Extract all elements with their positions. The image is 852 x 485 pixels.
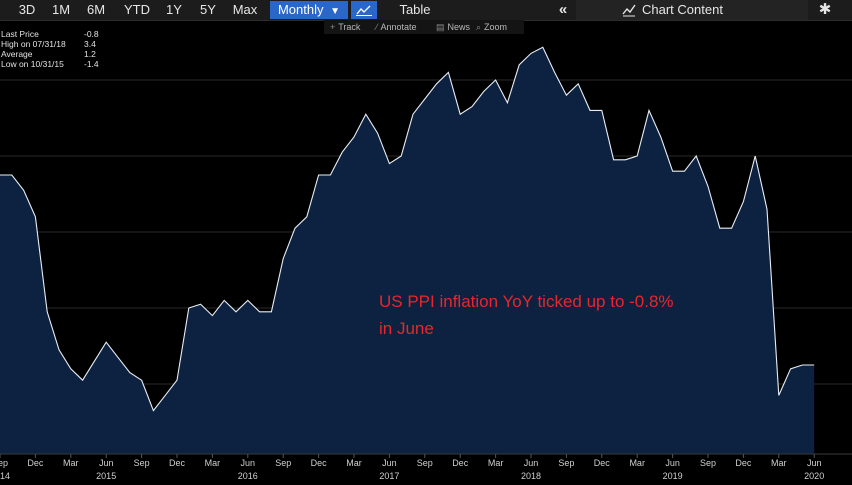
- chart-content-button[interactable]: Chart Content: [576, 0, 808, 20]
- x-tick-label: Jun: [382, 458, 397, 468]
- x-tick-label: Mar: [346, 458, 362, 468]
- x-tick-label: Sep: [558, 458, 574, 468]
- stat-label: Average: [1, 49, 33, 59]
- track-label: Track: [338, 22, 361, 32]
- x-tick-label: Sep: [0, 458, 8, 468]
- annotate-tool[interactable]: ⁄ Annotate: [376, 20, 417, 34]
- stat-value: -1.4: [84, 59, 99, 69]
- stat-value: -0.8: [84, 29, 99, 39]
- x-tick-label: Sep: [700, 458, 716, 468]
- series-area-fill: [0, 47, 815, 455]
- chart-tools-bar: + Track ⁄ Annotate ▤ News ⌕ Zoom: [324, 20, 524, 34]
- x-year-label: 2015: [96, 471, 116, 481]
- x-tick-label: Dec: [452, 458, 469, 468]
- x-tick-label: Jun: [99, 458, 114, 468]
- track-tool[interactable]: + Track: [330, 20, 360, 34]
- x-axis: Sep 2014 Dec Mar Jun 2015 Sep Dec Mar Jun 2016 Sep D…: [0, 453, 852, 481]
- x-tick-label: Dec: [311, 458, 328, 468]
- range-ytd-button[interactable]: YTD: [124, 2, 150, 17]
- zoom-label: Zoom: [484, 22, 508, 32]
- x-year-label: 2014: [0, 471, 10, 481]
- stat-label: Low on 10/31/15: [1, 59, 64, 69]
- line-chart-icon: [356, 5, 372, 16]
- x-tick-label: Sep: [275, 458, 291, 468]
- x-year-label: 2018: [521, 471, 541, 481]
- x-tick-label: Mar: [205, 458, 221, 468]
- stat-label: Last Price: [1, 29, 39, 39]
- x-tick-label: Jun: [665, 458, 680, 468]
- stat-row-last-price: Last Price -0.8: [1, 29, 104, 39]
- series-line: [0, 46, 815, 412]
- x-tick-label: Mar: [488, 458, 504, 468]
- frequency-dropdown[interactable]: Monthly ▼: [270, 1, 348, 19]
- news-icon: ▤: [436, 22, 445, 32]
- magnifier-icon: ⌕: [476, 22, 482, 32]
- double-chevron-left-icon[interactable]: «: [558, 1, 568, 18]
- stat-value: 1.2: [84, 49, 96, 59]
- x-tick-label: Jun: [241, 458, 256, 468]
- x-tick-label: Sep: [417, 458, 433, 468]
- x-tick-label: Dec: [169, 458, 186, 468]
- x-tick-label: Mar: [63, 458, 79, 468]
- gear-icon[interactable]: ✱: [818, 1, 832, 18]
- stat-value: 3.4: [84, 39, 96, 49]
- top-toolbar: 3D 1M 6M YTD 1Y 5Y Max Monthly ▼ Table «…: [0, 0, 852, 21]
- news-label: News: [447, 22, 471, 32]
- area-layer: [0, 46, 815, 455]
- x-year-label: 2019: [663, 471, 683, 481]
- x-tick-label: Jun: [807, 458, 822, 468]
- chart-annotation: US PPI inflation YoY ticked up to -0.8% …: [379, 292, 674, 338]
- news-tool[interactable]: ▤ News: [436, 20, 470, 34]
- stat-row-high: High on 07/31/18 3.4: [1, 39, 104, 49]
- x-tick-label: Mar: [629, 458, 645, 468]
- x-tick-label: Dec: [594, 458, 611, 468]
- range-3d-button[interactable]: 3D: [18, 2, 36, 17]
- caret-down-icon: ▼: [330, 6, 341, 17]
- stat-row-average: Average 1.2: [1, 49, 104, 59]
- stat-label: High on 07/31/18: [1, 39, 66, 49]
- line-chart-toggle[interactable]: [351, 1, 377, 19]
- table-button[interactable]: Table: [399, 2, 431, 17]
- x-tick-label: Jun: [524, 458, 539, 468]
- x-year-label: 2016: [238, 471, 258, 481]
- stat-row-low: Low on 10/31/15 -1.4: [1, 59, 104, 69]
- stats-panel: Last Price -0.8 High on 07/31/18 3.4 Ave…: [1, 29, 104, 69]
- chart-content-icon: [622, 4, 636, 17]
- x-year-label: 2017: [379, 471, 399, 481]
- range-1m-button[interactable]: 1M: [51, 2, 71, 17]
- x-tick-label: Sep: [134, 458, 150, 468]
- frequency-label: Monthly: [277, 2, 324, 17]
- pencil-icon: ⁄: [376, 22, 378, 32]
- x-tick-label: Dec: [27, 458, 44, 468]
- chart-content-label: Chart Content: [642, 2, 723, 17]
- range-6m-button[interactable]: 6M: [86, 2, 106, 17]
- zoom-tool[interactable]: ⌕ Zoom: [476, 20, 507, 34]
- x-tick-label: Mar: [771, 458, 787, 468]
- annotate-label: Annotate: [380, 22, 417, 32]
- x-year-label: 2020: [804, 471, 824, 481]
- x-tick-label: Dec: [735, 458, 752, 468]
- range-max-button[interactable]: Max: [232, 2, 258, 17]
- range-5y-button[interactable]: 5Y: [200, 2, 216, 17]
- crosshair-icon: +: [330, 22, 336, 32]
- range-1y-button[interactable]: 1Y: [166, 2, 182, 17]
